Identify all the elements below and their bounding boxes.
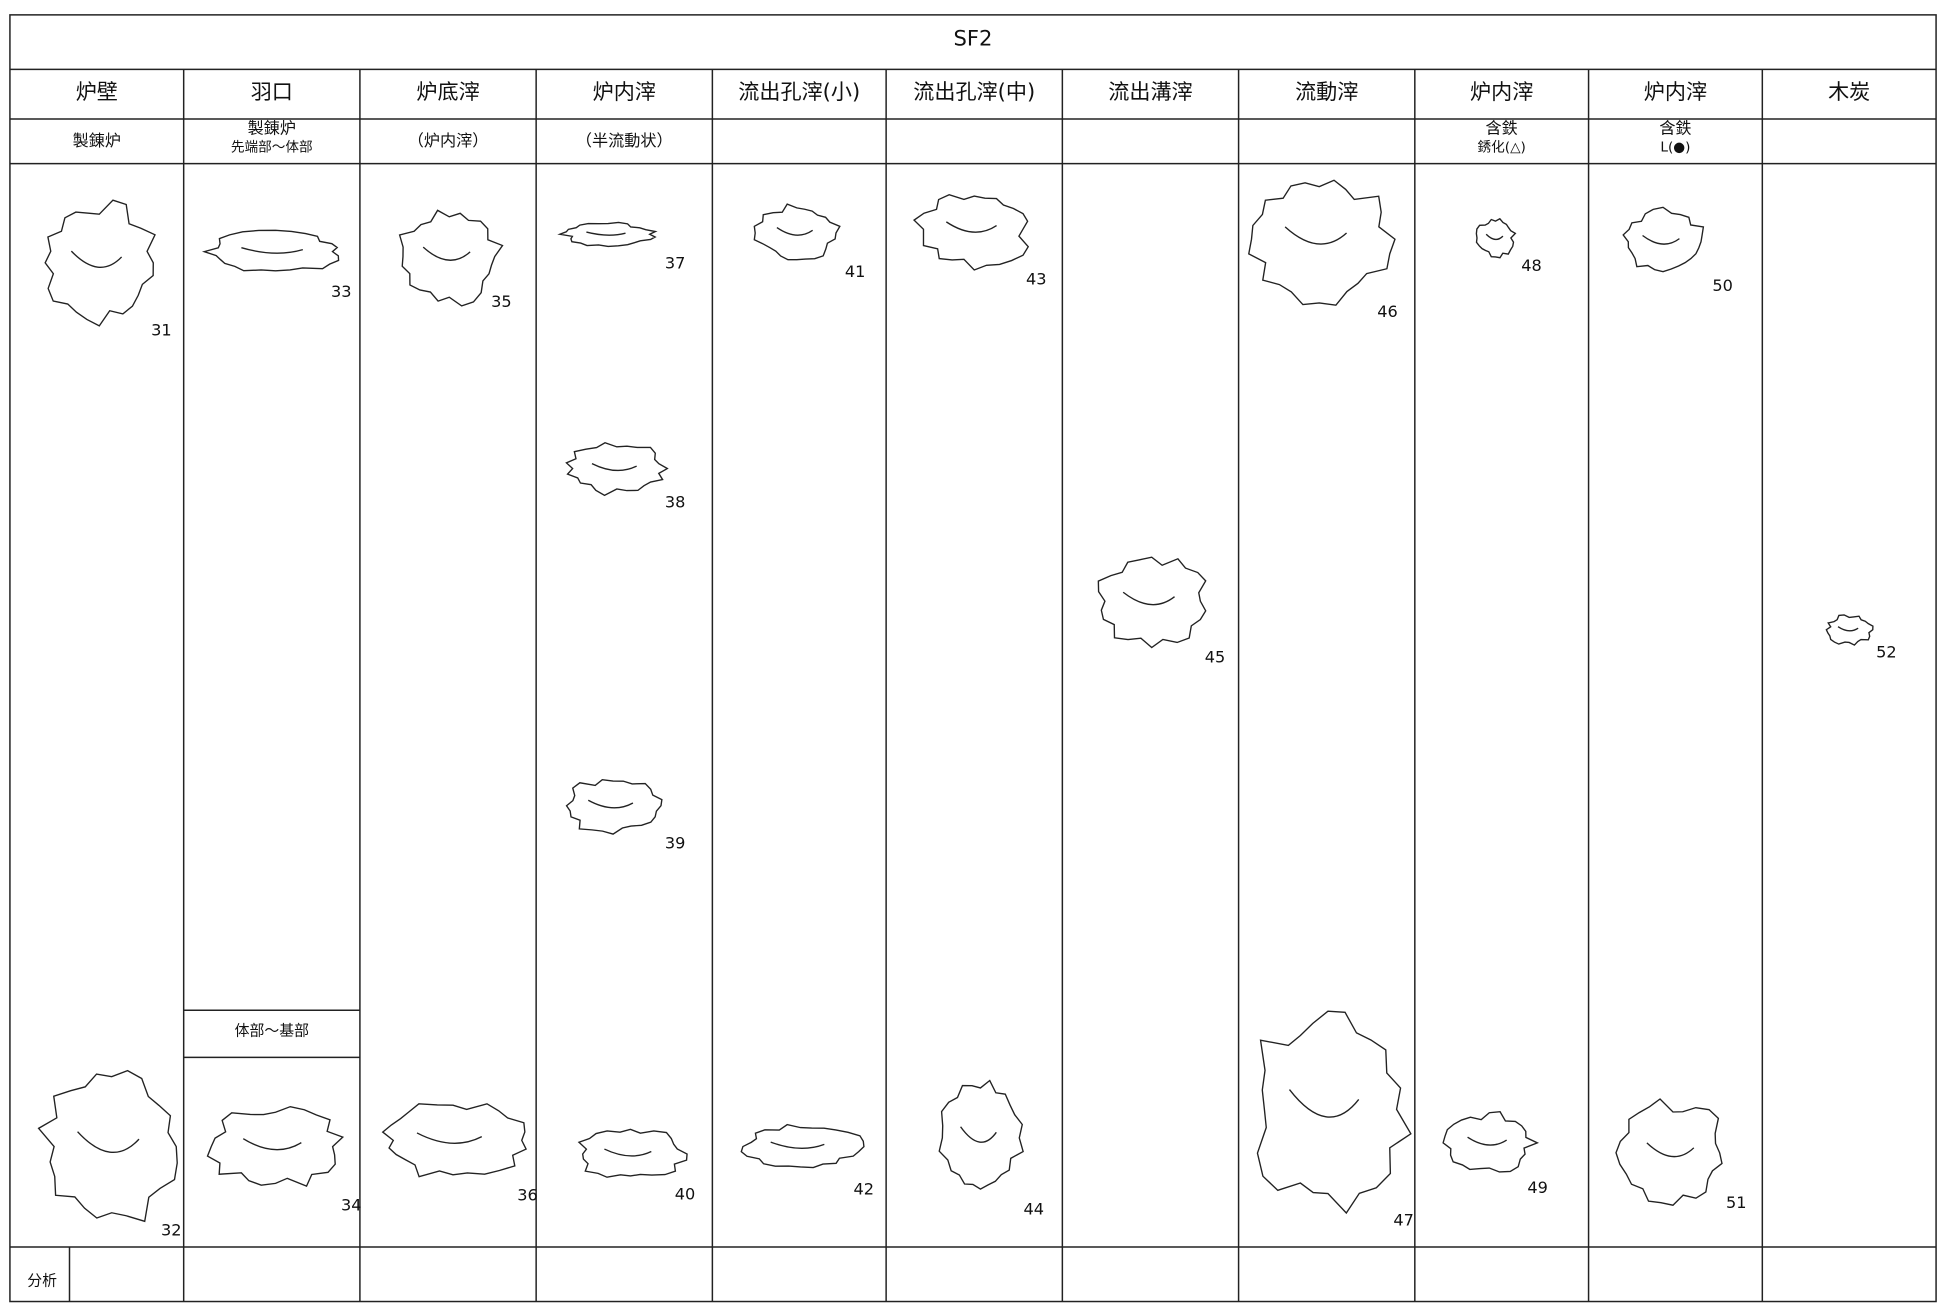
artifact-detail: [1642, 234, 1680, 245]
column-name: 流出孔滓(中): [913, 79, 1035, 104]
item-number: 39: [665, 834, 686, 853]
item-number: 41: [845, 262, 866, 281]
item-number: 47: [1393, 1210, 1414, 1229]
artifact-detail: [1122, 591, 1175, 606]
item-number: 35: [491, 292, 512, 311]
item-number: 48: [1521, 256, 1542, 275]
column-note: 銹化(△): [1478, 140, 1526, 156]
item-number: 38: [665, 493, 686, 512]
column-name: 木炭: [1828, 79, 1870, 104]
artifact-detail: [587, 799, 634, 809]
column-name: 炉内滓: [1470, 79, 1533, 104]
artifact-detail: [591, 462, 637, 472]
column-name: 炉内滓: [593, 79, 656, 104]
item-number: 34: [341, 1196, 362, 1215]
outer-frame: [9, 14, 1937, 1303]
artifact-detail: [776, 227, 814, 236]
item-number: 49: [1527, 1178, 1548, 1197]
item-number: 51: [1726, 1193, 1747, 1212]
item-number: 50: [1712, 276, 1733, 295]
artifact-detail: [586, 231, 626, 236]
item-number: 31: [151, 320, 172, 339]
column-name: 流出溝滓: [1108, 79, 1192, 104]
column-note: 含鉄: [1659, 118, 1691, 137]
column-name: 炉壁: [76, 79, 118, 104]
artifact-detail: [1288, 1089, 1360, 1118]
column-note: （炉内滓）: [408, 131, 489, 150]
column-name: 炉底滓: [416, 79, 479, 104]
artifact-detail: [77, 1131, 140, 1153]
column-note: （半流動状）: [576, 131, 673, 150]
column-name: 流動滓: [1295, 79, 1358, 104]
item-number: 52: [1876, 643, 1897, 662]
column-name: 流出孔滓(小): [738, 79, 860, 104]
artifact-detail: [604, 1148, 652, 1157]
artifact-detail: [1284, 226, 1348, 245]
artifact-detail: [960, 1126, 997, 1143]
column-name: 羽口: [251, 79, 293, 104]
footer-label: 分析: [27, 1272, 57, 1290]
artifact-detail: [242, 1138, 302, 1151]
artifact-detail: [1646, 1142, 1695, 1158]
artifact-detail: [241, 247, 304, 254]
artifact-detail: [1837, 626, 1859, 632]
artifact-detail: [422, 246, 471, 261]
item-number: 37: [665, 254, 686, 273]
artifact-detail: [770, 1141, 825, 1149]
column-note: 製錬炉: [73, 131, 121, 150]
column-name: 炉内滓: [1644, 79, 1707, 104]
artifact-detail: [416, 1132, 483, 1144]
column-note: 製錬炉: [248, 118, 296, 137]
item-number: 43: [1026, 270, 1047, 289]
item-number: 36: [517, 1186, 538, 1205]
column-note: 含鉄: [1486, 118, 1518, 137]
item-number: 45: [1205, 648, 1226, 667]
item-number: 42: [854, 1179, 875, 1198]
item-number: 33: [331, 282, 352, 301]
artifact-detail: [70, 250, 123, 268]
item-number: 44: [1024, 1199, 1045, 1218]
column-note: L(●): [1660, 140, 1690, 156]
artifact-detail: [1467, 1136, 1508, 1146]
sub-label: 体部～基部: [235, 1021, 310, 1039]
item-number: 46: [1377, 302, 1398, 321]
item-number: 32: [161, 1220, 182, 1239]
title: SF2: [954, 26, 993, 51]
artifact-detail: [1485, 233, 1504, 241]
item-number: 40: [675, 1184, 696, 1203]
artifact-detail: [945, 221, 997, 233]
column-note: 先端部～体部: [231, 140, 313, 156]
